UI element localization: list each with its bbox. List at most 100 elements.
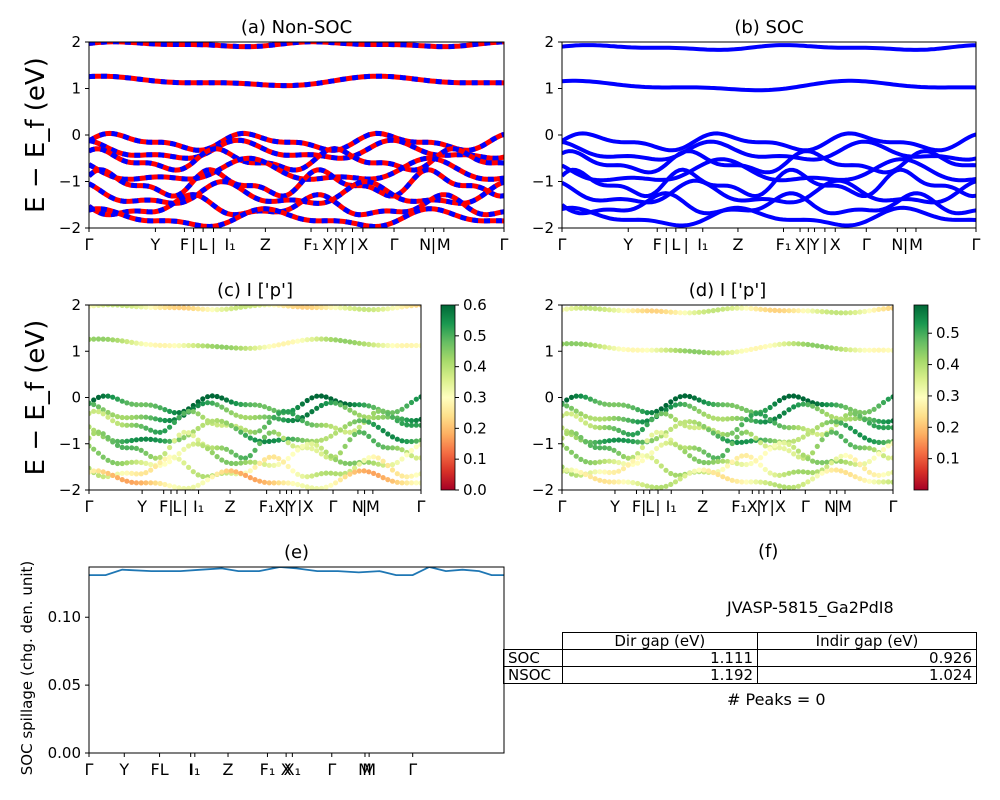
band-point bbox=[276, 480, 282, 486]
band-point bbox=[295, 447, 301, 453]
band-point bbox=[687, 470, 693, 476]
band-point bbox=[701, 411, 707, 417]
band-point bbox=[314, 336, 320, 342]
band-point bbox=[606, 445, 612, 451]
x-tick-label: Z bbox=[223, 760, 234, 779]
band-point bbox=[791, 393, 797, 399]
band-point bbox=[91, 305, 97, 309]
band-point bbox=[299, 305, 305, 310]
band-point bbox=[847, 471, 854, 478]
band-point bbox=[304, 474, 310, 480]
band-point bbox=[176, 432, 182, 438]
band-point bbox=[261, 434, 268, 440]
band-point bbox=[800, 396, 806, 402]
band-point bbox=[658, 463, 664, 469]
band-point bbox=[715, 402, 721, 408]
band-point bbox=[748, 479, 754, 485]
band-point bbox=[876, 439, 882, 445]
band-point bbox=[880, 439, 887, 446]
x-tick-label: Y bbox=[622, 235, 633, 254]
band-point bbox=[625, 479, 631, 485]
colorbar-tick-label: 0.5 bbox=[936, 324, 960, 342]
band-point bbox=[578, 341, 584, 347]
band-point bbox=[720, 466, 726, 472]
band-point bbox=[805, 431, 811, 437]
band-point bbox=[720, 431, 726, 437]
x-tick-label: Z bbox=[260, 235, 271, 254]
band-point bbox=[276, 456, 282, 462]
band-point bbox=[663, 347, 669, 353]
band-point bbox=[233, 469, 239, 475]
band-point bbox=[219, 404, 225, 410]
x-tick-label: F₁ bbox=[776, 235, 792, 254]
band-point bbox=[748, 431, 754, 437]
band-point bbox=[564, 397, 570, 403]
y-tick-label: 0.10 bbox=[48, 608, 81, 626]
band-point bbox=[639, 347, 646, 353]
band-point bbox=[729, 402, 735, 408]
band-point bbox=[625, 308, 631, 314]
band-point bbox=[583, 420, 589, 426]
band-line bbox=[562, 205, 976, 228]
band-point bbox=[729, 430, 735, 436]
x-tick-label: | bbox=[168, 497, 173, 516]
band-point bbox=[800, 469, 806, 475]
material-id: JVASP-5815_Ga2PdI8 bbox=[727, 598, 894, 617]
band-point bbox=[743, 452, 750, 459]
band-point bbox=[219, 457, 225, 463]
band-point bbox=[781, 424, 787, 430]
band-point bbox=[587, 305, 594, 311]
band-point bbox=[404, 305, 410, 309]
band-point bbox=[568, 471, 575, 477]
band-point bbox=[366, 419, 372, 425]
band-point bbox=[691, 456, 698, 462]
band-point bbox=[342, 305, 348, 311]
band-point bbox=[616, 427, 622, 433]
band-point bbox=[587, 423, 594, 429]
band-point bbox=[805, 341, 811, 348]
band-point bbox=[843, 469, 849, 476]
y-tick-label: 1 bbox=[71, 342, 81, 360]
band-point bbox=[876, 424, 882, 430]
band-point bbox=[418, 441, 421, 448]
band-point bbox=[564, 341, 570, 347]
x-tick-label: F₁ bbox=[260, 760, 276, 779]
band-point bbox=[786, 407, 792, 413]
band-point bbox=[261, 414, 268, 420]
band-point bbox=[299, 401, 305, 407]
chart-panel-b: 210−1−2Γ Y F | L | I₁ Z F₁ X |Y | X Γ N | M Γ(b) SOC bbox=[532, 17, 981, 254]
band-point bbox=[347, 461, 353, 467]
band-point bbox=[233, 345, 239, 351]
band-point bbox=[715, 350, 721, 356]
band-point bbox=[375, 408, 381, 414]
band-point bbox=[602, 306, 608, 312]
band-point bbox=[247, 459, 253, 465]
x-tick-label: | bbox=[297, 497, 302, 516]
band-point bbox=[587, 474, 594, 480]
x-tick-label: | bbox=[756, 497, 761, 516]
band-point bbox=[385, 342, 391, 349]
band-point bbox=[214, 422, 220, 428]
band-point bbox=[223, 407, 230, 413]
band-point bbox=[696, 446, 702, 452]
band-point bbox=[143, 305, 149, 310]
band-point bbox=[371, 404, 377, 410]
band-point bbox=[862, 435, 868, 441]
x-tick-label: | bbox=[684, 235, 689, 254]
band-point bbox=[356, 468, 362, 474]
band-point bbox=[810, 342, 816, 348]
band-point bbox=[133, 414, 139, 420]
band-point bbox=[649, 308, 655, 314]
band-point bbox=[616, 307, 622, 313]
band-point bbox=[352, 402, 358, 408]
band-point bbox=[701, 399, 707, 405]
band-point bbox=[862, 308, 868, 315]
band-point bbox=[885, 439, 891, 445]
band-point bbox=[157, 305, 163, 311]
band-line bbox=[562, 167, 976, 199]
band-point bbox=[186, 443, 192, 449]
band-point bbox=[176, 305, 182, 311]
band-point bbox=[195, 399, 201, 405]
band-point bbox=[380, 414, 386, 420]
band-point bbox=[228, 423, 234, 429]
